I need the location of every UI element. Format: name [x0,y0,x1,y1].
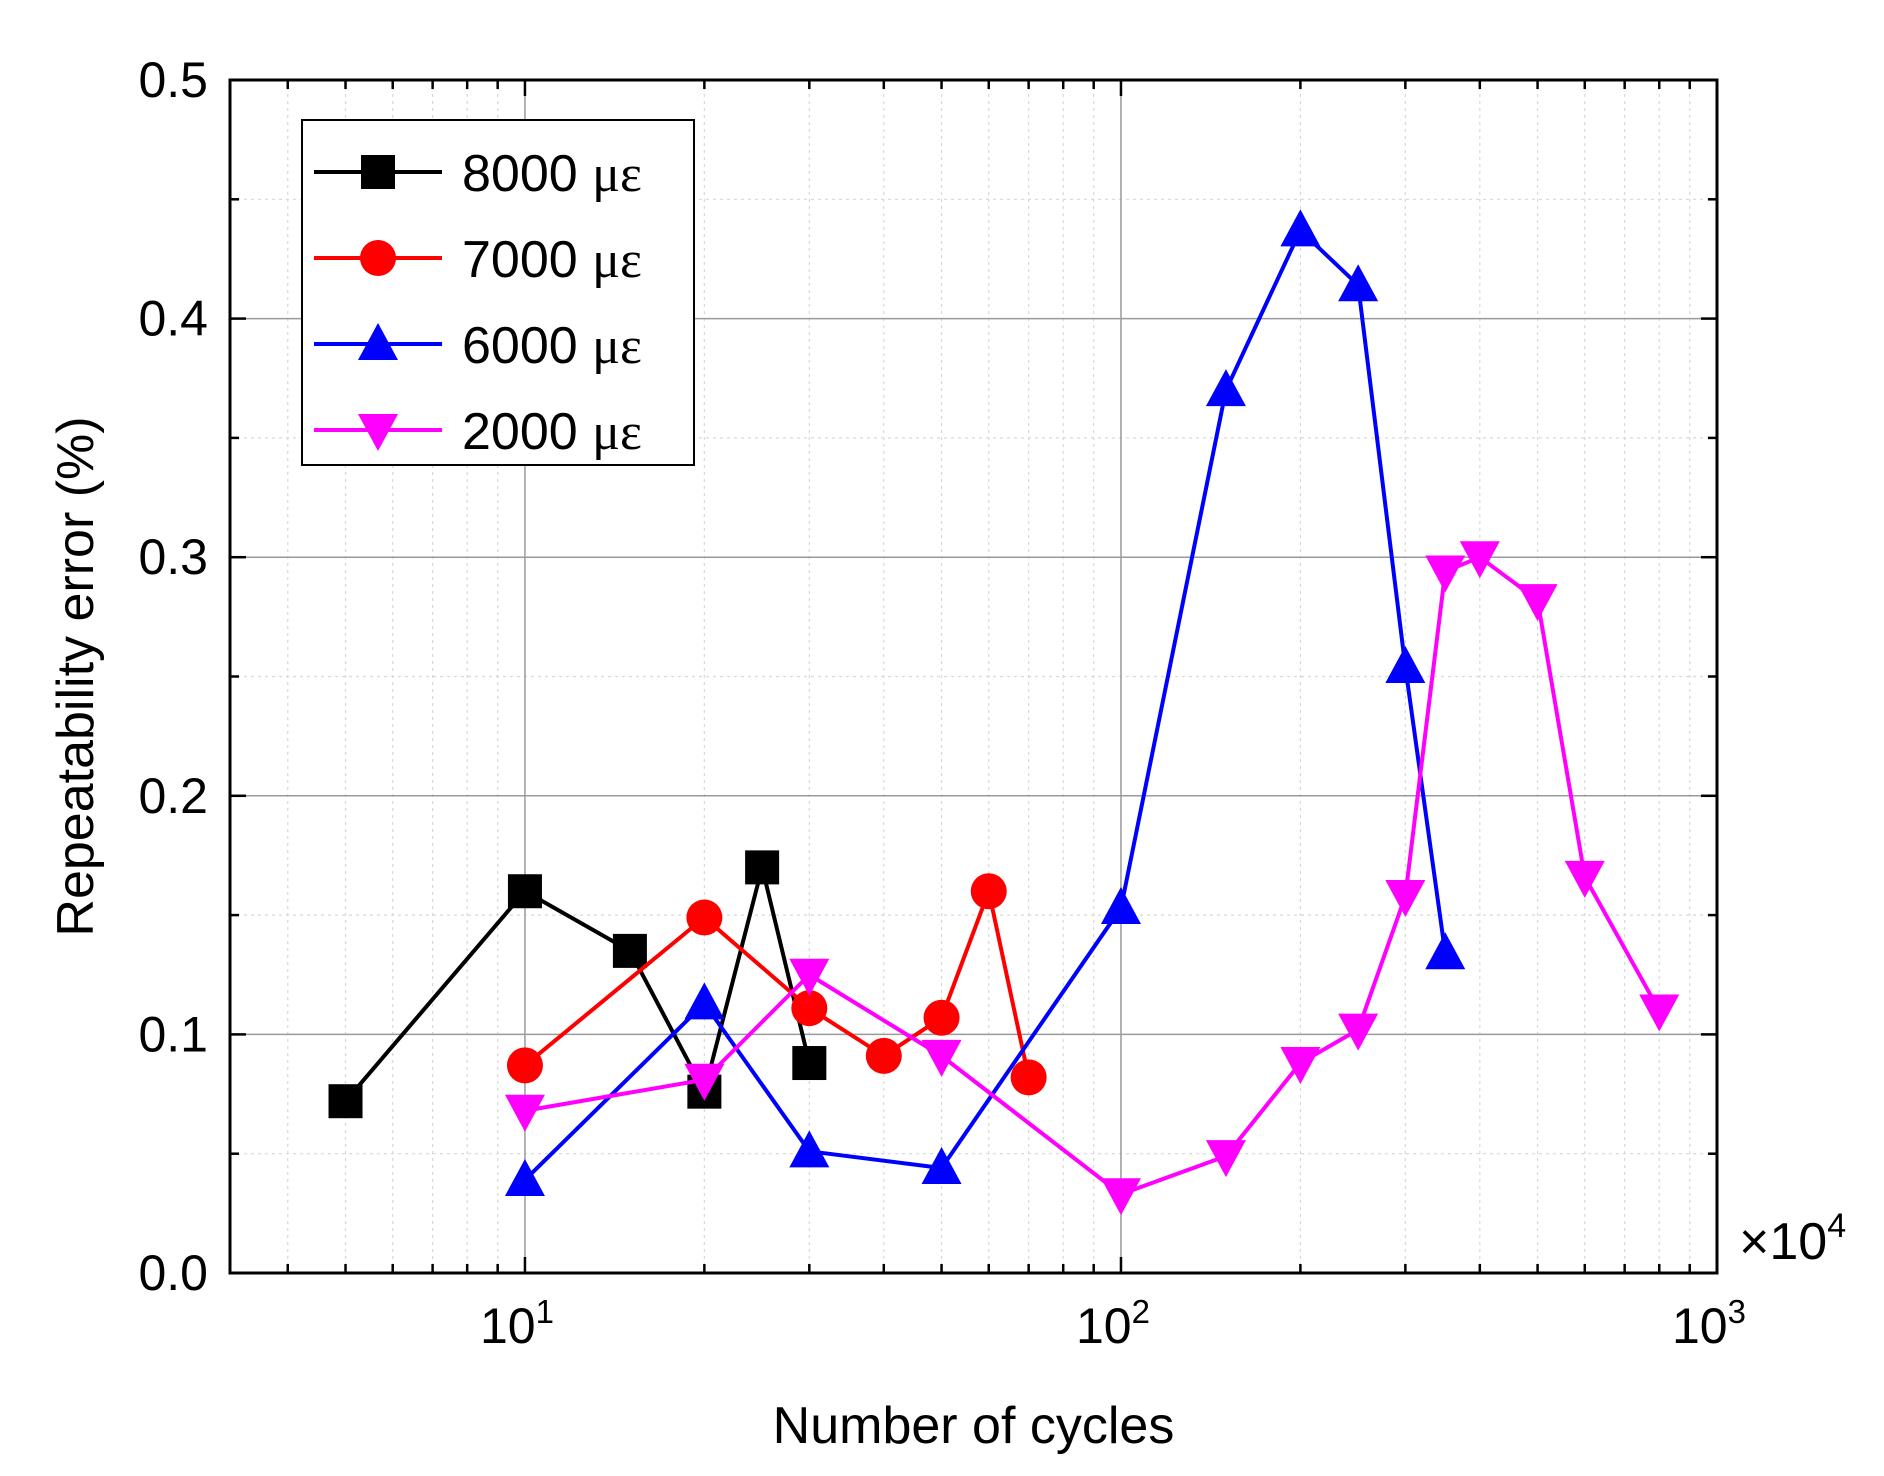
y-tick-label: 0.2 [138,768,208,824]
data-point-2000 [684,1063,725,1101]
legend: 8000 με 7000 με 6000 με 2000 με [301,119,695,466]
data-point-8000 [745,850,780,885]
y-tick-label: 0.5 [138,52,208,108]
data-point-2000 [1338,1013,1379,1051]
data-point-2000 [1425,555,1466,593]
series-line-8000 [344,865,812,1103]
y-tick-label: 0.1 [138,1006,208,1062]
legend-marker [361,155,395,189]
legend-label: 2000 με [462,403,642,461]
data-point-2000 [1459,541,1500,579]
legend-entry-6000: 6000 με [314,317,642,375]
series-8000 [328,850,827,1119]
legend-marker [358,414,398,451]
legend-entry-8000: 8000 με [314,145,642,203]
data-point-7000 [686,899,723,936]
x-axis-title: Number of cycles [773,1397,1175,1455]
data-point-8000 [792,1046,827,1081]
y-tick-label: 0.4 [138,291,208,347]
legend-label: 6000 με [462,317,642,375]
data-point-6000 [504,1158,545,1196]
axis-ticks [230,78,1717,1275]
x-tick-label: 101 [480,1293,554,1354]
data-point-7000 [791,990,828,1027]
x-axis-tick-labels: 101 102 103 [480,1293,1746,1354]
data-series [328,209,1680,1216]
data-point-2000 [921,1039,962,1077]
legend-label: 8000 με [462,145,642,203]
data-point-6000 [789,1130,830,1168]
x-axis-multiplier: ×104 [1739,1207,1846,1271]
data-point-2000 [789,958,830,996]
series-7000 [506,873,1047,1096]
series-6000 [504,209,1466,1196]
y-axis-title: Repeatability error (%) [47,416,105,936]
data-point-2000 [1639,994,1680,1032]
x-tick-label: 102 [1076,1293,1150,1354]
y-axis-tick-labels: 0.0 0.1 0.2 0.3 0.4 0.5 [138,52,208,1301]
data-point-7000 [865,1037,902,1074]
x-tick-label: 103 [1672,1293,1746,1354]
data-point-7000 [970,873,1007,910]
legend-marker [360,240,396,276]
data-point-6000 [1385,645,1426,683]
data-point-2000 [1385,880,1426,918]
data-point-7000 [1010,1059,1047,1096]
data-point-2000 [1517,584,1558,622]
data-point-6000 [1280,209,1321,247]
legend-entry-7000: 7000 με [314,231,642,289]
data-point-8000 [612,933,647,968]
data-point-8000 [507,874,542,909]
data-point-7000 [923,999,960,1036]
y-tick-label: 0.0 [138,1245,208,1301]
data-point-6000 [1338,264,1379,302]
data-point-2000 [1280,1047,1321,1085]
data-point-6000 [1205,369,1246,407]
series-2000 [504,541,1680,1216]
data-point-2000 [504,1094,545,1132]
legend-label: 7000 με [462,231,642,289]
legend-marker [358,323,398,360]
data-point-6000 [1100,886,1141,924]
data-point-6000 [1425,932,1466,970]
series-line-6000 [523,228,1448,1182]
y-tick-label: 0.3 [138,529,208,585]
legend-entry-2000: 2000 με [314,403,642,461]
data-point-2000 [1564,860,1605,898]
data-point-6000 [684,982,725,1020]
data-point-7000 [506,1047,543,1084]
data-point-6000 [921,1147,962,1185]
data-point-8000 [328,1084,363,1119]
data-point-2000 [1205,1140,1246,1178]
data-point-2000 [1100,1178,1141,1216]
